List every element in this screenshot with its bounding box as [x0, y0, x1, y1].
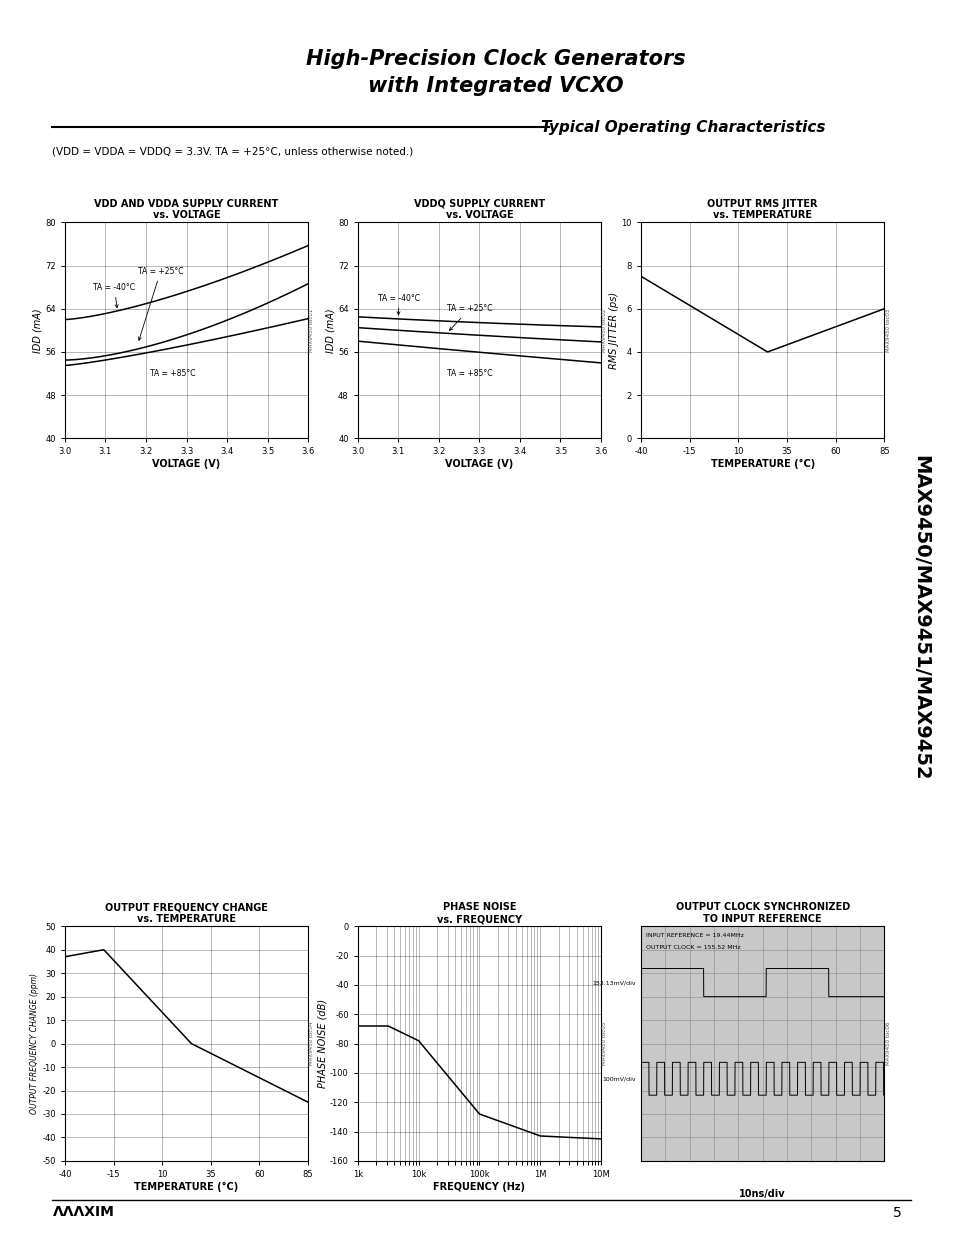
- Text: High-Precision Clock Generators: High-Precision Clock Generators: [306, 49, 685, 69]
- Text: 5: 5: [892, 1207, 901, 1220]
- Y-axis label: IDD (mA): IDD (mA): [32, 308, 42, 353]
- Text: MAX9450 toc06: MAX9450 toc06: [884, 1021, 890, 1066]
- Text: OUTPUT CLOCK = 155.52 MHz: OUTPUT CLOCK = 155.52 MHz: [645, 945, 740, 950]
- Text: ΛΛΛXIM: ΛΛΛXIM: [52, 1205, 114, 1219]
- X-axis label: VOLTAGE (V): VOLTAGE (V): [445, 459, 513, 469]
- Text: 10ns/div: 10ns/div: [739, 1189, 785, 1199]
- Text: 153.13mV/div: 153.13mV/div: [592, 981, 636, 986]
- Text: TA = +85°C: TA = +85°C: [447, 369, 492, 378]
- Text: TA = -40°C: TA = -40°C: [93, 283, 135, 308]
- Text: MAX9450 toc02: MAX9450 toc02: [601, 309, 607, 352]
- Text: MAX9450 toc03: MAX9450 toc03: [884, 309, 890, 352]
- Text: MAX9450/MAX9451/MAX9452: MAX9450/MAX9451/MAX9452: [910, 454, 929, 781]
- Text: TA = +85°C: TA = +85°C: [150, 369, 195, 378]
- Text: TA = +25°C: TA = +25°C: [447, 305, 492, 331]
- Text: MAX9450 toc01: MAX9450 toc01: [309, 309, 314, 352]
- Y-axis label: OUTPUT FREQUENCY CHANGE (ppm): OUTPUT FREQUENCY CHANGE (ppm): [30, 973, 39, 1114]
- X-axis label: TEMPERATURE (°C): TEMPERATURE (°C): [134, 1182, 238, 1192]
- Title: OUTPUT RMS JITTER
vs. TEMPERATURE: OUTPUT RMS JITTER vs. TEMPERATURE: [707, 199, 817, 220]
- Title: PHASE NOISE
vs. FREQUENCY: PHASE NOISE vs. FREQUENCY: [436, 903, 521, 924]
- X-axis label: VOLTAGE (V): VOLTAGE (V): [152, 459, 220, 469]
- Text: INPUT REFERENCE = 19.44MHz: INPUT REFERENCE = 19.44MHz: [645, 934, 743, 939]
- Title: VDDQ SUPPLY CURRENT
vs. VOLTAGE: VDDQ SUPPLY CURRENT vs. VOLTAGE: [414, 199, 544, 220]
- Text: Typical Operating Characteristics: Typical Operating Characteristics: [540, 120, 824, 135]
- Text: TA = -40°C: TA = -40°C: [377, 294, 419, 315]
- X-axis label: TEMPERATURE (°C): TEMPERATURE (°C): [710, 459, 814, 469]
- Text: TA = +25°C: TA = +25°C: [138, 267, 183, 341]
- Text: 100mV/div: 100mV/div: [602, 1076, 636, 1082]
- Title: VDD AND VDDA SUPPLY CURRENT
vs. VOLTAGE: VDD AND VDDA SUPPLY CURRENT vs. VOLTAGE: [94, 199, 278, 220]
- Title: OUTPUT FREQUENCY CHANGE
vs. TEMPERATURE: OUTPUT FREQUENCY CHANGE vs. TEMPERATURE: [105, 903, 268, 924]
- Text: MAX9450 toc04: MAX9450 toc04: [309, 1021, 314, 1066]
- Title: OUTPUT CLOCK SYNCHRONIZED
TO INPUT REFERENCE: OUTPUT CLOCK SYNCHRONIZED TO INPUT REFER…: [675, 903, 849, 924]
- Y-axis label: RMS JITTER (ps): RMS JITTER (ps): [608, 291, 618, 369]
- Text: MAX9450 toc05: MAX9450 toc05: [601, 1021, 607, 1066]
- Y-axis label: PHASE NOISE (dB): PHASE NOISE (dB): [316, 999, 327, 1088]
- Text: with Integrated VCXO: with Integrated VCXO: [368, 77, 623, 96]
- Y-axis label: IDD (mA): IDD (mA): [325, 308, 335, 353]
- X-axis label: FREQUENCY (Hz): FREQUENCY (Hz): [433, 1182, 525, 1192]
- Text: (VDD = VDDA = VDDQ = 3.3V. TA = +25°C, unless otherwise noted.): (VDD = VDDA = VDDQ = 3.3V. TA = +25°C, u…: [52, 147, 414, 157]
